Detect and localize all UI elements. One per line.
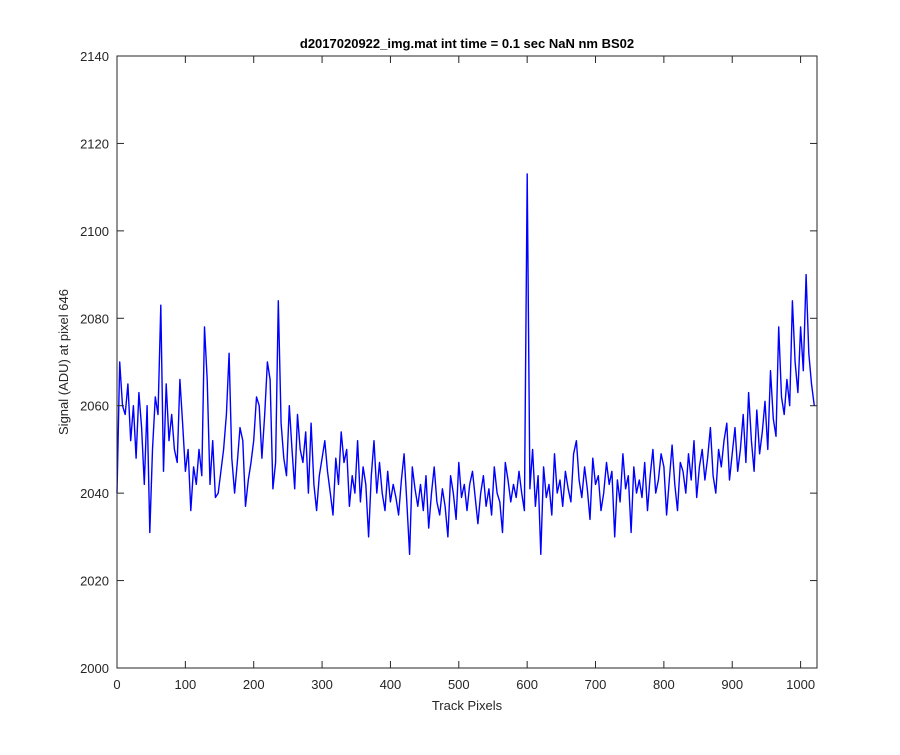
y-tick-label: 2000 [80, 661, 109, 676]
x-tick-label: 500 [448, 677, 470, 692]
y-tick-label: 2140 [80, 49, 109, 64]
y-tick-label: 2080 [80, 311, 109, 326]
series-line [116, 173, 815, 555]
x-tick-label: 600 [516, 677, 538, 692]
x-tick-label: 900 [721, 677, 743, 692]
x-tick-label: 800 [653, 677, 675, 692]
x-tick-label: 200 [243, 677, 265, 692]
x-tick-label: 300 [311, 677, 333, 692]
x-axis-ticks: 0 100 200 300 400 500 600 700 800 900 1000 [113, 56, 815, 692]
y-axis-label: Signal (ADU) at pixel 646 [56, 289, 71, 435]
x-tick-label: 400 [380, 677, 402, 692]
y-tick-label: 2100 [80, 224, 109, 239]
axes-box [116, 55, 818, 669]
x-tick-label: 0 [113, 677, 120, 692]
y-tick-label: 2120 [80, 136, 109, 151]
y-tick-label: 2060 [80, 399, 109, 414]
x-axis-label: Track Pixels [432, 698, 503, 713]
y-tick-label: 2020 [80, 574, 109, 589]
chart-title: d2017020922_img.mat int time = 0.1 sec N… [300, 36, 634, 51]
plot-area [117, 56, 817, 668]
y-axis-ticks: 2000 2020 2040 2060 2080 2100 2120 2140 [80, 49, 817, 676]
y-tick-label: 2040 [80, 486, 109, 501]
x-tick-label: 700 [585, 677, 607, 692]
x-tick-label: 1000 [786, 677, 815, 692]
x-tick-label: 100 [175, 677, 197, 692]
